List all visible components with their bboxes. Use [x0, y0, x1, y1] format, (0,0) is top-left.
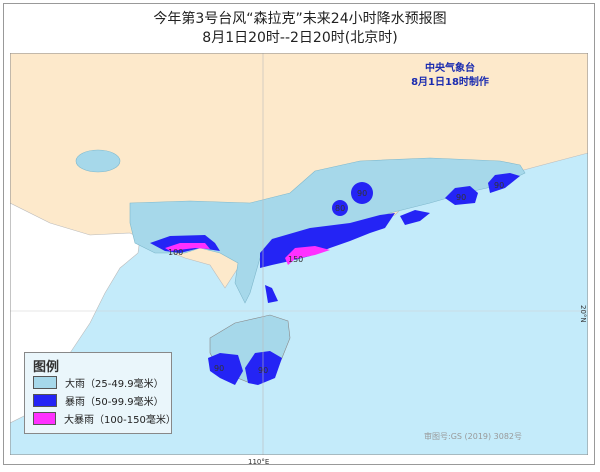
legend-item-torrential-rain: 大暴雨（100-150毫米） [33, 411, 176, 426]
contour-label: 90 [456, 193, 466, 202]
latitude-label: 20°N [579, 305, 587, 323]
legend-item-heavy-rain: 大雨（25-49.9毫米） [33, 375, 164, 390]
longitude-label: 110°E [248, 458, 270, 466]
map-title: 今年第3号台风“森拉克”未来24小时降水预报图 [153, 11, 447, 27]
contour-label: 150 [288, 255, 303, 264]
contour-label: 90 [357, 189, 367, 198]
weiban-dot [75, 149, 121, 173]
legend-label: 大暴雨（100-150毫米） [64, 415, 176, 426]
legend-swatch [33, 412, 57, 425]
agency-name: 中央气象台 [425, 63, 475, 74]
legend-swatch [33, 394, 57, 407]
outer-border [3, 3, 595, 465]
contour-label: 80 [335, 204, 345, 213]
contour-label: 90 [494, 181, 504, 190]
legend-item-rainstorm: 暴雨（50-99.9毫米） [33, 393, 164, 408]
legend: 图例 大雨（25-49.9毫米） 暴雨（50-99.9毫米） 大暴雨（100-1… [24, 352, 176, 434]
torrential-rain-areas [165, 243, 330, 265]
legend-swatch [33, 376, 57, 389]
legend-title: 图例 [33, 360, 60, 375]
legend-label: 暴雨（50-99.9毫米） [65, 397, 164, 408]
approval-number: 审图号:GS (2019) 3082号 [424, 432, 523, 441]
contour-label: 90 [258, 366, 268, 375]
agency-stamp: 中央气象台 8月1日18时制作 [400, 62, 500, 90]
legend-label: 大雨（25-49.9毫米） [65, 379, 164, 390]
issue-time: 8月1日18时制作 [411, 77, 489, 88]
map-subtitle: 8月1日20时--2日20时(北京时) [202, 30, 398, 46]
contour-label: 90 [214, 364, 224, 373]
contour-label: 100 [168, 248, 183, 257]
